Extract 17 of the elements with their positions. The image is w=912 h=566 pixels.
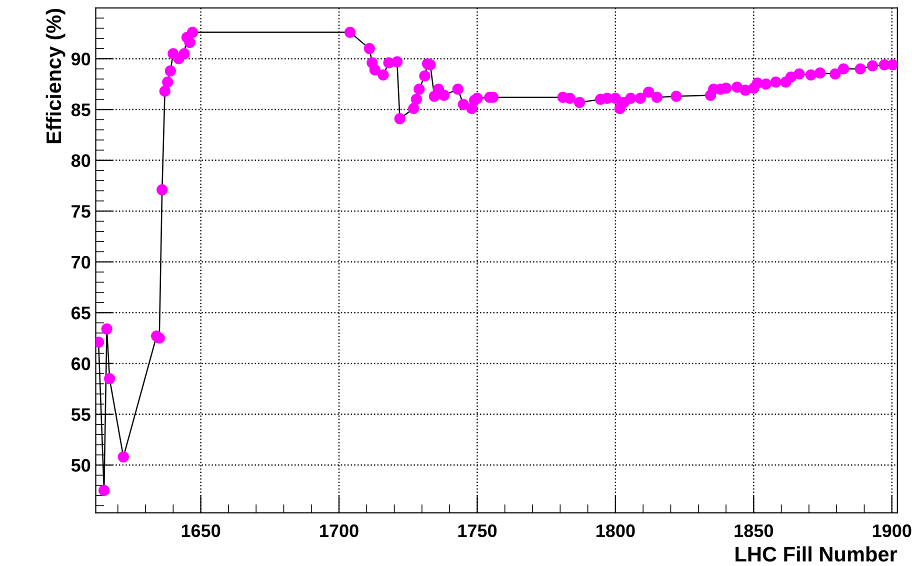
y-tick-label: 80 — [71, 154, 90, 168]
y-axis-title: Efficiency (%) — [46, 8, 66, 144]
y-tick-label: 70 — [72, 256, 90, 269]
x-axis-title: LHC Fill Number — [736, 546, 898, 562]
y-tick-label: 60 — [71, 357, 90, 370]
y-tick-label: 85 — [71, 103, 90, 116]
y-tick-label: 90 — [71, 52, 90, 66]
y-tick-label: 55 — [71, 408, 90, 421]
x-tick-label: 1700 — [320, 524, 358, 538]
x-tick-label: 1900 — [872, 524, 912, 538]
y-tick-label: 50 — [71, 458, 90, 472]
y-tick-label: 75 — [72, 205, 90, 218]
x-tick-label: 1800 — [596, 524, 635, 538]
y-tick-label: 65 — [71, 306, 90, 320]
x-tick-label: 1650 — [182, 524, 220, 538]
x-tick-label: 1850 — [734, 524, 774, 538]
x-tick-label: 1750 — [458, 524, 497, 538]
